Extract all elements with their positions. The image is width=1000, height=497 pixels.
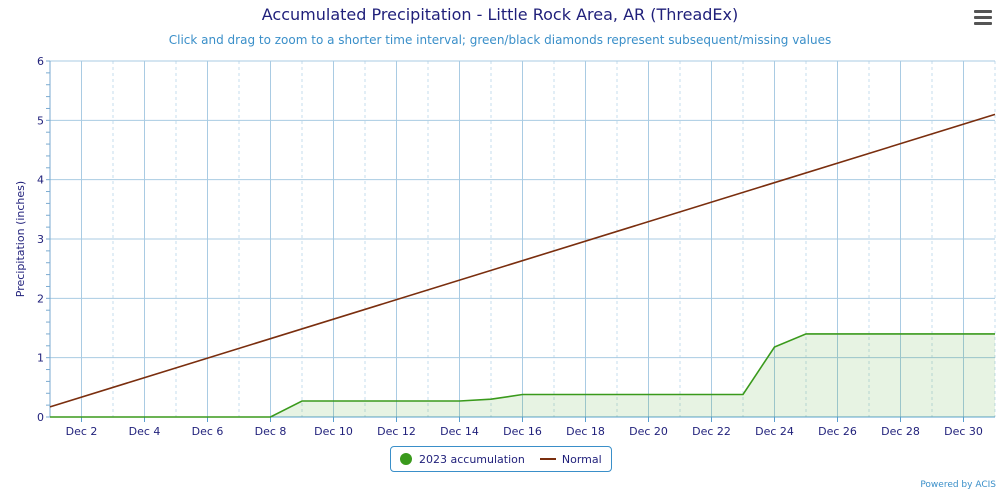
normal-line bbox=[49, 113, 996, 408]
y-tick-label: 0 bbox=[37, 411, 44, 424]
chart-legend: 2023 accumulation Normal bbox=[390, 446, 612, 472]
credit-link[interactable]: Powered by ACIS bbox=[920, 480, 996, 490]
y-tick-label: 6 bbox=[37, 55, 44, 68]
legend-item-2023[interactable]: 2023 accumulation bbox=[400, 453, 525, 466]
x-tick-label: Dec 24 bbox=[755, 425, 794, 438]
y-tick-label: 2 bbox=[37, 292, 44, 305]
legend-label-normal: Normal bbox=[561, 452, 602, 466]
x-tick-label: Dec 30 bbox=[944, 425, 983, 438]
accumulation-area bbox=[50, 333, 995, 417]
legend-label-2023: 2023 accumulation bbox=[419, 452, 525, 466]
x-tick-label: Dec 28 bbox=[881, 425, 920, 438]
x-tick-label: Dec 18 bbox=[566, 425, 605, 438]
x-tick-label: Dec 8 bbox=[255, 425, 287, 438]
y-tick-label: 4 bbox=[37, 174, 44, 187]
hamburger-icon[interactable] bbox=[974, 10, 992, 26]
x-tick-label: Dec 10 bbox=[314, 425, 353, 438]
y-tick-label: 5 bbox=[37, 114, 44, 127]
legend-item-normal[interactable]: Normal bbox=[534, 453, 602, 466]
y-axis-title: Precipitation (inches) bbox=[14, 181, 27, 297]
x-tick-label: Dec 2 bbox=[66, 425, 98, 438]
x-tick-label: Dec 22 bbox=[692, 425, 731, 438]
x-tick-label: Dec 4 bbox=[129, 425, 161, 438]
x-tick-label: Dec 12 bbox=[377, 425, 416, 438]
x-tick-label: Dec 16 bbox=[503, 425, 542, 438]
legend-dot-icon bbox=[400, 453, 412, 465]
chart-title: Accumulated Precipitation - Little Rock … bbox=[261, 5, 739, 24]
x-tick-label: Dec 20 bbox=[629, 425, 668, 438]
accumulation-line bbox=[50, 333, 995, 418]
legend-line-icon bbox=[539, 458, 556, 460]
y-tick-label: 3 bbox=[37, 233, 44, 246]
chart-subtitle: Click and drag to zoom to a shorter time… bbox=[168, 33, 832, 47]
x-tick-label: Dec 26 bbox=[818, 425, 857, 438]
y-tick-label: 1 bbox=[37, 352, 44, 365]
x-tick-label: Dec 14 bbox=[440, 425, 479, 438]
x-tick-label: Dec 6 bbox=[192, 425, 224, 438]
